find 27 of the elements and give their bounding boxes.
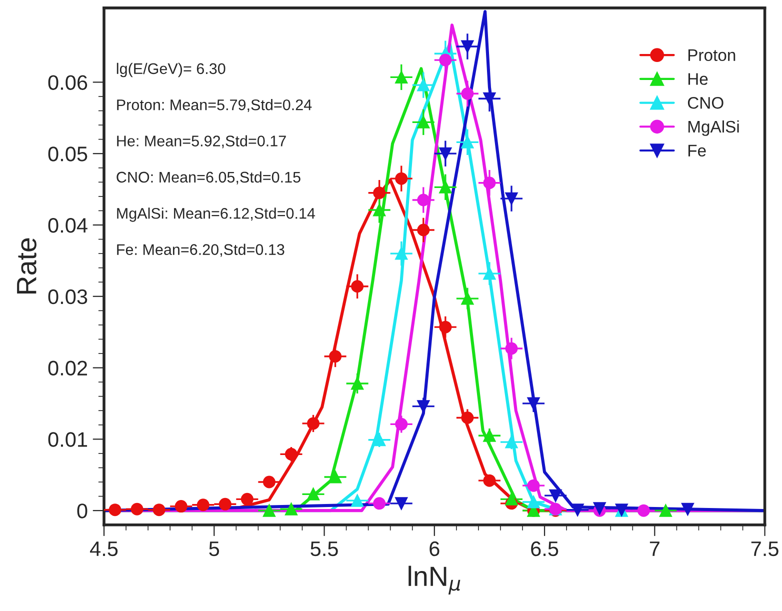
annotation: MgAlSi: Mean=6.12,Std=0.14 — [117, 208, 316, 222]
annotation: CNO: Mean=6.05,Std=0.15 — [116, 171, 300, 184]
x-tick-label: 6.5 — [531, 541, 558, 556]
x-tick-label: 5.5 — [310, 542, 338, 556]
y-axis-title: Rate — [17, 238, 36, 294]
y-tick-label: 0.06 — [48, 75, 88, 90]
legend-label: MgAlSi — [688, 120, 739, 136]
legend-label: He — [688, 73, 708, 85]
y-tick-label: 0.03 — [48, 289, 88, 304]
y-tick-label: 0.01 — [48, 432, 88, 447]
legend-label: CNO — [688, 96, 724, 109]
x-axis-title: lnN$_{μ}$ — [408, 566, 460, 595]
y-tick-label: 0 — [77, 504, 88, 518]
legend-label: Fe — [688, 144, 706, 157]
x-tick-label: 7 — [650, 542, 660, 556]
y-tick-label: 0.04 — [48, 218, 88, 233]
x-tick-label: 5 — [209, 542, 220, 556]
x-tick-label: 4.5 — [90, 542, 118, 556]
annotation: Proton: Mean=5.79,Std=0.24 — [117, 99, 312, 112]
y-tick-label: 0.02 — [48, 360, 87, 376]
x-tick-label: 6 — [430, 541, 440, 556]
x-tick-label: 7.5 — [751, 542, 778, 556]
annotation: He: Mean=5.92,Std=0.17 — [117, 135, 286, 148]
legend-label: Proton — [688, 49, 736, 62]
y-tick-label: 0.05 — [48, 146, 88, 162]
annotation: lg(E/GeV)= 6.30 — [116, 62, 226, 78]
annotation: Fe: Mean=6.20,Std=0.13 — [117, 244, 284, 257]
